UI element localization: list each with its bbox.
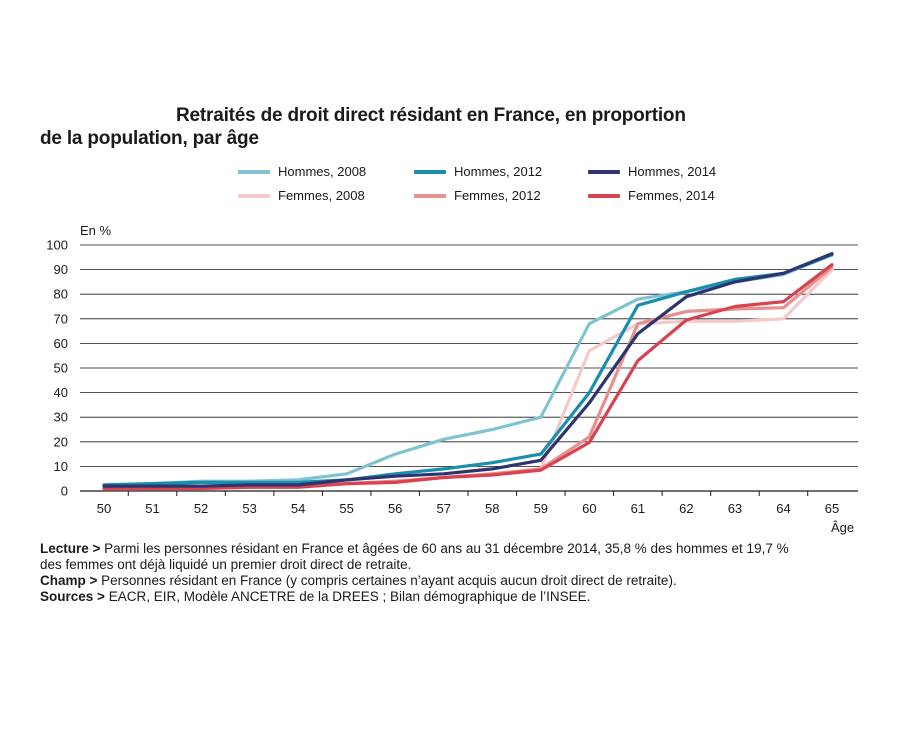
y-tick-label: 80 [54,287,68,302]
y-tick-label: 50 [54,361,68,376]
note-sources-text: EACR, EIR, Modèle ANCETRE de la DREES ; … [108,589,591,604]
x-tick-label: 65 [825,501,839,516]
series-line-hommes-2012 [102,253,834,487]
series-line-femmes-2012 [102,265,834,491]
note-lecture: Lecture > Parmi les personnes résidant e… [40,541,870,557]
x-tick-label: 60 [582,501,596,516]
series-line-hommes-2008 [102,253,834,488]
legend-swatch [588,194,620,198]
x-tick-label: 55 [339,501,353,516]
x-tick-label: 51 [145,501,159,516]
note-champ: Champ > Personnes résidant en France (y … [40,573,870,589]
x-tick-label: 57 [436,501,450,516]
x-tick-label: 64 [776,501,790,516]
legend-item-femmes-2014: Femmes, 2014 [588,188,715,204]
legend-swatch [238,170,270,174]
x-tick-label: 50 [97,501,111,516]
legend-item-hommes-2008: Hommes, 2008 [238,164,366,180]
series-line-femmes-2014 [102,263,834,491]
line-chart: 0 10 20 30 40 50 60 70 80 90 100 50 51 52 53 54 55 56 57 58… [46,223,858,535]
note-sources-label: Sources > [40,589,105,604]
x-tick-label: 58 [485,501,499,516]
note-champ-label: Champ > [40,573,98,588]
legend-item-hommes-2012: Hommes, 2012 [414,164,542,180]
series-line-femmes-2008 [102,268,834,489]
x-tick-label: 52 [194,501,208,516]
legend-label: Femmes, 2008 [278,188,365,203]
y-tick-label: 10 [54,459,68,474]
legend-label: Femmes, 2012 [454,188,541,203]
x-tick-label: 56 [388,501,402,516]
y-tick-label: 0 [61,484,68,499]
note-lecture-continued: des femmes ont déjà liquidé un premier d… [40,557,412,572]
legend-label: Femmes, 2014 [628,188,715,203]
y-tick-label: 20 [54,434,68,449]
y-tick-label: 60 [54,336,68,351]
x-tick-label: 59 [534,501,548,516]
series-lines [102,252,834,491]
chart-title: Retraités de droit direct résidant en Fr… [40,104,740,150]
legend-swatch [414,194,446,198]
legend-item-femmes-2008: Femmes, 2008 [238,188,365,204]
note-sources: Sources > EACR, EIR, Modèle ANCETRE de l… [40,589,870,605]
y-axis-label: En % [80,223,112,238]
legend-swatch [588,170,620,174]
chart-title-line-2: de la population, par âge [40,128,259,149]
axes: 0 10 20 30 40 50 60 70 80 90 100 50 51 52 53 54 55 56 57 58… [46,238,858,516]
x-axis-label: Âge [831,520,854,535]
legend-label: Hommes, 2008 [278,164,367,179]
x-tick-label: 61 [631,501,645,516]
y-tick-label: 70 [54,311,68,326]
legend-label: Hommes, 2012 [454,164,543,179]
x-tick-label: 63 [728,501,742,516]
legend-item-femmes-2012: Femmes, 2012 [414,188,541,204]
series-line-hommes-2014 [102,252,834,488]
x-tick-label: 53 [242,501,256,516]
legend-item-hommes-2014: Hommes, 2014 [588,164,716,180]
chart-legend: Hommes, 2008 Hommes, 2012 Hommes, 2014 F… [238,164,798,210]
chart-notes: Lecture > Parmi les personnes résidant e… [40,541,870,605]
note-champ-text: Personnes résidant en France (y compris … [101,573,677,588]
note-lecture-text: Parmi les personnes résidant en France e… [104,541,789,556]
x-tick-label: 54 [291,501,305,516]
x-tick-label: 62 [679,501,693,516]
legend-swatch [414,170,446,174]
legend-label: Hommes, 2014 [628,164,717,179]
note-lecture-label: Lecture > [40,541,101,556]
y-tick-label: 90 [54,262,68,277]
gridlines [80,244,858,467]
y-tick-label: 40 [54,385,68,400]
y-tick-label: 30 [54,410,68,425]
legend-swatch [238,194,270,198]
y-tick-label: 100 [46,238,68,253]
chart-title-line-1: Retraités de droit direct résidant en Fr… [176,105,686,126]
